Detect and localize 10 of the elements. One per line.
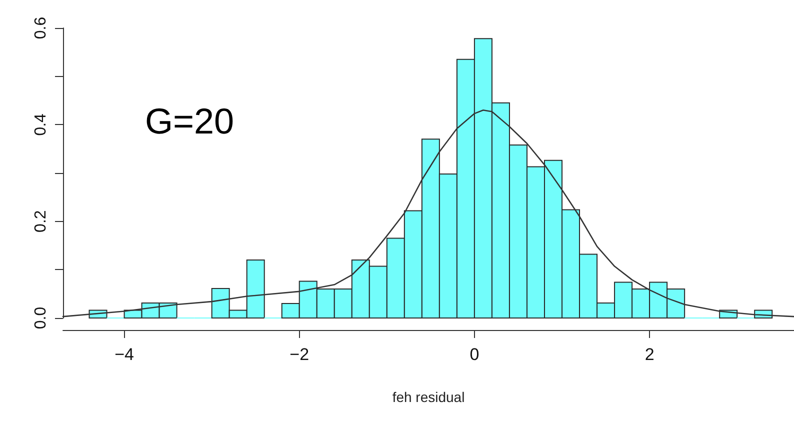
annotation: G=20 xyxy=(145,100,234,142)
y-tick-label: 0.2 xyxy=(32,210,50,232)
y-tick-label: 0.0 xyxy=(32,306,50,330)
y-tick-label: 0.4 xyxy=(32,113,50,136)
x-tick-label: −2 xyxy=(290,345,310,364)
x-axis-title: feh residual xyxy=(392,389,465,405)
x-tick-label: 0 xyxy=(470,345,480,364)
x-tick-label: −4 xyxy=(114,345,134,364)
y-tick-label: 0.6 xyxy=(32,16,50,40)
x-tick-label: 2 xyxy=(644,345,654,364)
